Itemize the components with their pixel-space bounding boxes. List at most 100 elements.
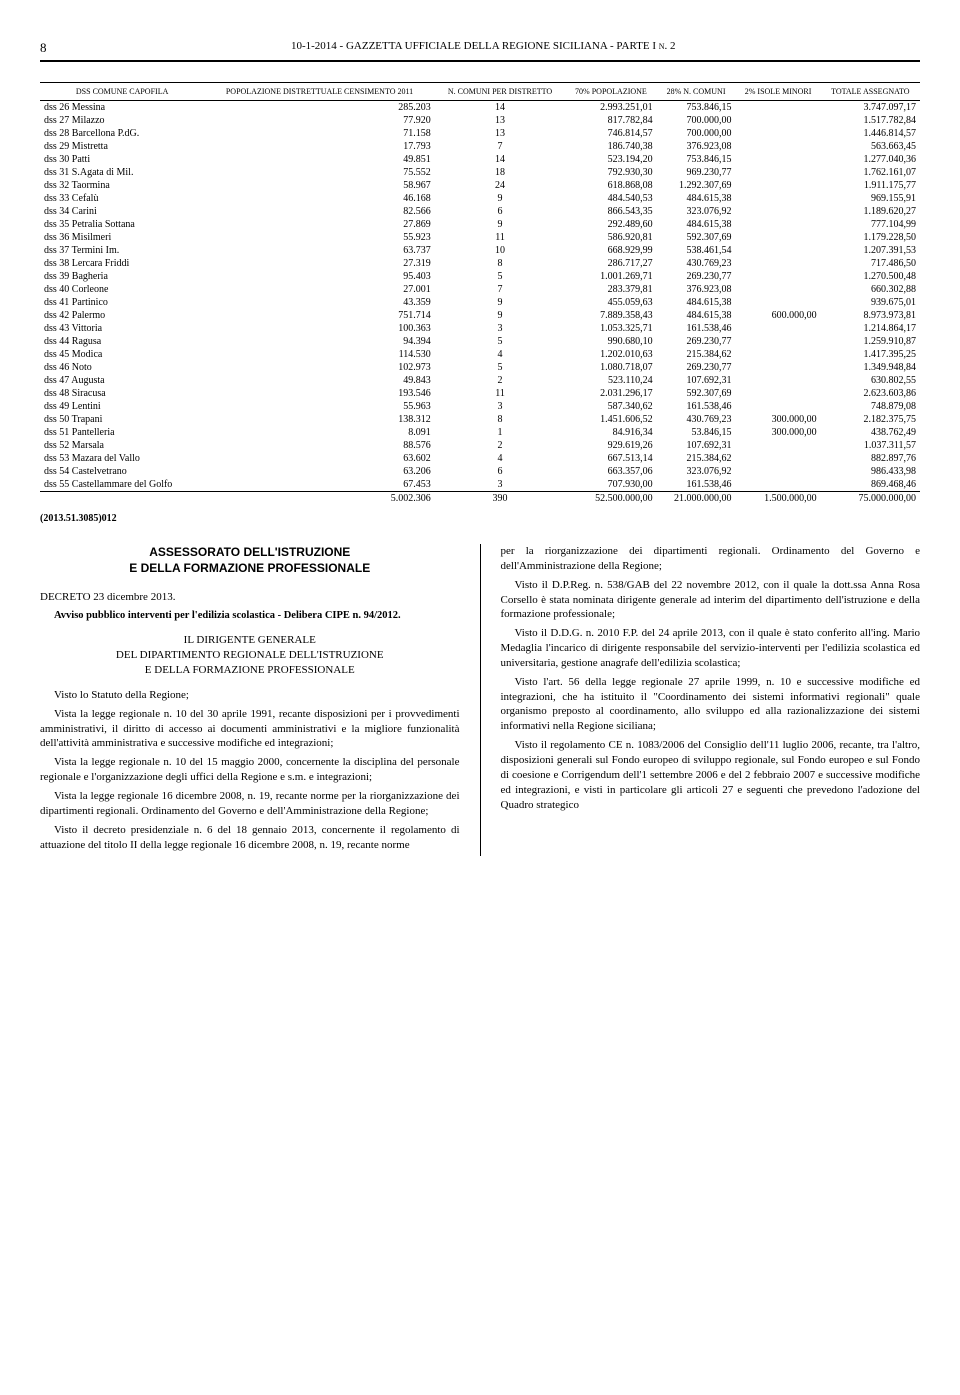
cell: 455.059,63 (565, 296, 656, 309)
cell: 438.762,49 (821, 426, 920, 439)
col-header: TOTALE ASSEGNATO (821, 83, 920, 101)
cell: 2.031.296,17 (565, 387, 656, 400)
cell: dss 31 S.Agata di Mil. (40, 166, 204, 179)
cell: 484.540,53 (565, 192, 656, 205)
cell: 6 (435, 205, 566, 218)
cell: 1.259.910,87 (821, 335, 920, 348)
table-row: dss 36 Misilmeri55.92311586.920,81592.30… (40, 231, 920, 244)
cell: 587.340,62 (565, 400, 656, 413)
authority-heading: IL DIRIGENTE GENERALE DEL DIPARTIMENTO R… (40, 633, 460, 678)
cell: dss 28 Barcellona P.dG. (40, 127, 204, 140)
cell: 1.207.391,53 (821, 244, 920, 257)
cell: 13 (435, 127, 566, 140)
body-paragraph: Vista la legge regionale n. 10 del 15 ma… (40, 755, 460, 785)
cell: 323.076,92 (657, 465, 736, 478)
cell: dss 26 Messina (40, 101, 204, 115)
cell: 2 (435, 439, 566, 452)
cell: 990.680,10 (565, 335, 656, 348)
cell: 707.930,00 (565, 478, 656, 492)
table-row: dss 45 Modica114.53041.202.010,63215.384… (40, 348, 920, 361)
cell: 753.846,15 (657, 153, 736, 166)
data-table: DSS COMUNE CAPOFILA POPOLAZIONE DISTRETT… (40, 82, 920, 505)
cell: 193.546 (204, 387, 435, 400)
cell: 3.747.097,17 (821, 101, 920, 115)
cell: 1.417.395,25 (821, 348, 920, 361)
cell: dss 45 Modica (40, 348, 204, 361)
cell: 292.489,60 (565, 218, 656, 231)
cell: dss 40 Corleone (40, 283, 204, 296)
cell (736, 296, 821, 309)
table-row: dss 34 Carini82.5666866.543,35323.076,92… (40, 205, 920, 218)
cell: 660.302,88 (821, 283, 920, 296)
table-row: dss 39 Bagheria95.40351.001.269,71269.23… (40, 270, 920, 283)
cell (736, 153, 821, 166)
cell: 1.179.228,50 (821, 231, 920, 244)
cell: 792.930,30 (565, 166, 656, 179)
body-paragraph: Visto il D.D.G. n. 2010 F.P. del 24 apri… (501, 626, 921, 671)
cell (736, 400, 821, 413)
cell: 77.920 (204, 114, 435, 127)
cell: 1.451.606,52 (565, 413, 656, 426)
cell: 753.846,15 (657, 101, 736, 115)
cell: 8 (435, 257, 566, 270)
cell: 1.762.161,07 (821, 166, 920, 179)
cell: 1.270.500,48 (821, 270, 920, 283)
cell: 523.194,20 (565, 153, 656, 166)
cell: dss 53 Mazara del Vallo (40, 452, 204, 465)
cell: 17.793 (204, 140, 435, 153)
table-row: dss 40 Corleone27.0017283.379,81376.923,… (40, 283, 920, 296)
document-code: (2013.51.3085)012 (40, 513, 920, 524)
cell (736, 478, 821, 492)
cell: 269.230,77 (657, 361, 736, 374)
table-row: dss 37 Termini Im.63.73710668.929,99538.… (40, 244, 920, 257)
table-row: dss 41 Partinico43.3599455.059,63484.615… (40, 296, 920, 309)
cell (736, 387, 821, 400)
cell (736, 322, 821, 335)
cell: 986.433,98 (821, 465, 920, 478)
cell: dss 33 Cefalù (40, 192, 204, 205)
decree-subject: Avviso pubblico interventi per l'edilizi… (40, 609, 460, 623)
cell: dss 46 Noto (40, 361, 204, 374)
table-row: dss 47 Augusta49.8432523.110,24107.692,3… (40, 374, 920, 387)
cell: 748.879,08 (821, 400, 920, 413)
cell: 6 (435, 465, 566, 478)
cell: 52.500.000,00 (565, 492, 656, 506)
cell: 269.230,77 (657, 270, 736, 283)
cell: 84.916,34 (565, 426, 656, 439)
cell: 700.000,00 (657, 114, 736, 127)
table-row: dss 32 Taormina58.96724618.868,081.292.3… (40, 179, 920, 192)
cell: dss 42 Palermo (40, 309, 204, 322)
cell: dss 39 Bagheria (40, 270, 204, 283)
cell: 5 (435, 361, 566, 374)
cell: 969.230,77 (657, 166, 736, 179)
cell: 1.292.307,69 (657, 179, 736, 192)
cell: 8 (435, 413, 566, 426)
table-row: dss 42 Palermo751.71497.889.358,43484.61… (40, 309, 920, 322)
cell: 7 (435, 140, 566, 153)
cell: 161.538,46 (657, 478, 736, 492)
cell: 27.001 (204, 283, 435, 296)
cell: 869.468,46 (821, 478, 920, 492)
cell: 24 (435, 179, 566, 192)
cell: 75.552 (204, 166, 435, 179)
cell: dss 44 Ragusa (40, 335, 204, 348)
cell: 21.000.000,00 (657, 492, 736, 506)
cell: 102.973 (204, 361, 435, 374)
cell: 586.920,81 (565, 231, 656, 244)
cell: 43.359 (204, 296, 435, 309)
cell: 53.846,15 (657, 426, 736, 439)
cell: 8.973.973,81 (821, 309, 920, 322)
cell (736, 101, 821, 115)
cell (736, 335, 821, 348)
cell (736, 257, 821, 270)
cell: dss 34 Carini (40, 205, 204, 218)
cell: 376.923,08 (657, 140, 736, 153)
cell: 667.513,14 (565, 452, 656, 465)
cell: dss 30 Patti (40, 153, 204, 166)
cell: 538.461,54 (657, 244, 736, 257)
cell: 700.000,00 (657, 127, 736, 140)
cell: 600.000,00 (736, 309, 821, 322)
cell: 67.453 (204, 478, 435, 492)
cell: 2 (435, 374, 566, 387)
cell: 63.737 (204, 244, 435, 257)
